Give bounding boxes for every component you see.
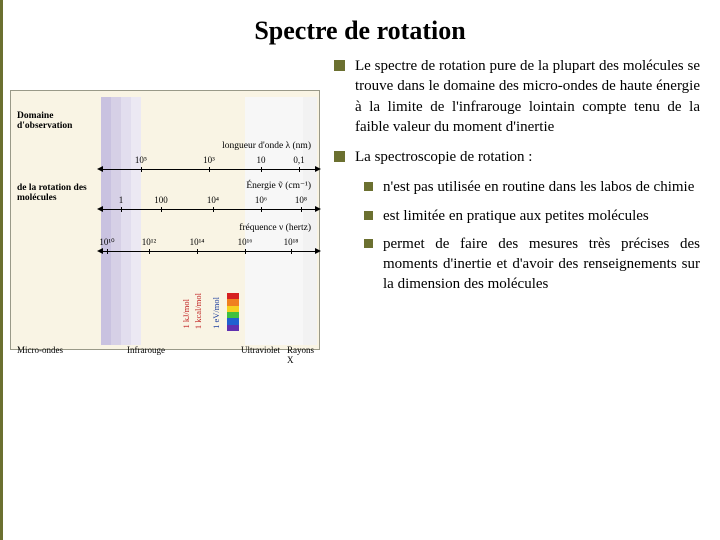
bullet-icon	[334, 151, 345, 162]
ticks-wavenumber: 110010⁴10⁶10⁸	[101, 195, 317, 207]
bullet-2-3: permet de faire des mesures très précise…	[364, 234, 700, 295]
label-rayonsx: Rayons X	[287, 345, 317, 365]
bullet-2-1-text: n'est pas utilisée en routine dans les l…	[383, 177, 700, 197]
label-observation-domain: Domaine d'observation	[17, 111, 95, 132]
bullet-2-2-text: est limitée en pratique aux petites molé…	[383, 206, 700, 226]
label-ultraviolet: Ultraviolet	[241, 345, 280, 355]
bullet-2: La spectroscopie de rotation :	[334, 147, 700, 167]
bullet-1: Le spectre de rotation pure de la plupar…	[334, 56, 700, 137]
figure-column: Domaine d'observation de la rotation des…	[10, 56, 320, 350]
bullet-2-1: n'est pas utilisée en routine dans les l…	[364, 177, 700, 197]
visible-spectrum-icon	[227, 293, 239, 331]
bullet-icon	[364, 211, 373, 220]
ticks-frequency: 10¹⁰10¹²10¹⁴10¹⁶10¹⁸	[101, 237, 317, 249]
label-infrarouge: Infrarouge	[127, 345, 165, 355]
bullet-icon	[364, 182, 373, 191]
label-rotation-domain: de la rotation des molécules	[17, 183, 95, 204]
label-wavenumber: Énergie ṽ (cm⁻¹)	[201, 181, 311, 191]
ticks-wavelength: 10⁵10³100,1	[101, 155, 317, 167]
label-ev: 1 eV/mol	[211, 297, 221, 329]
spectrum-figure: Domaine d'observation de la rotation des…	[10, 90, 320, 350]
bullet-2-text: La spectroscopie de rotation :	[355, 147, 700, 167]
content-row: Domaine d'observation de la rotation des…	[0, 56, 720, 350]
text-column: Le spectre de rotation pure de la plupar…	[334, 56, 700, 350]
axis-frequency	[101, 251, 317, 252]
accent-bar	[0, 0, 3, 540]
label-wavelength: longueur d'onde λ (nm)	[161, 141, 311, 151]
label-kcal: 1 kcal/mol	[193, 293, 203, 329]
bullet-icon	[364, 239, 373, 248]
bullet-icon	[334, 60, 345, 71]
label-kj: 1 kJ/mol	[181, 299, 191, 329]
bullet-2-2: est limitée en pratique aux petites molé…	[364, 206, 700, 226]
label-microondes: Micro-ondes	[17, 345, 63, 355]
axis-wavenumber	[101, 209, 317, 210]
figure-band-bg	[101, 97, 317, 345]
label-frequency: fréquence ν (hertz)	[181, 223, 311, 233]
bullet-1-text: Le spectre de rotation pure de la plupar…	[355, 56, 700, 137]
bullet-2-3-text: permet de faire des mesures très précise…	[383, 234, 700, 295]
page-title: Spectre de rotation	[0, 0, 720, 56]
